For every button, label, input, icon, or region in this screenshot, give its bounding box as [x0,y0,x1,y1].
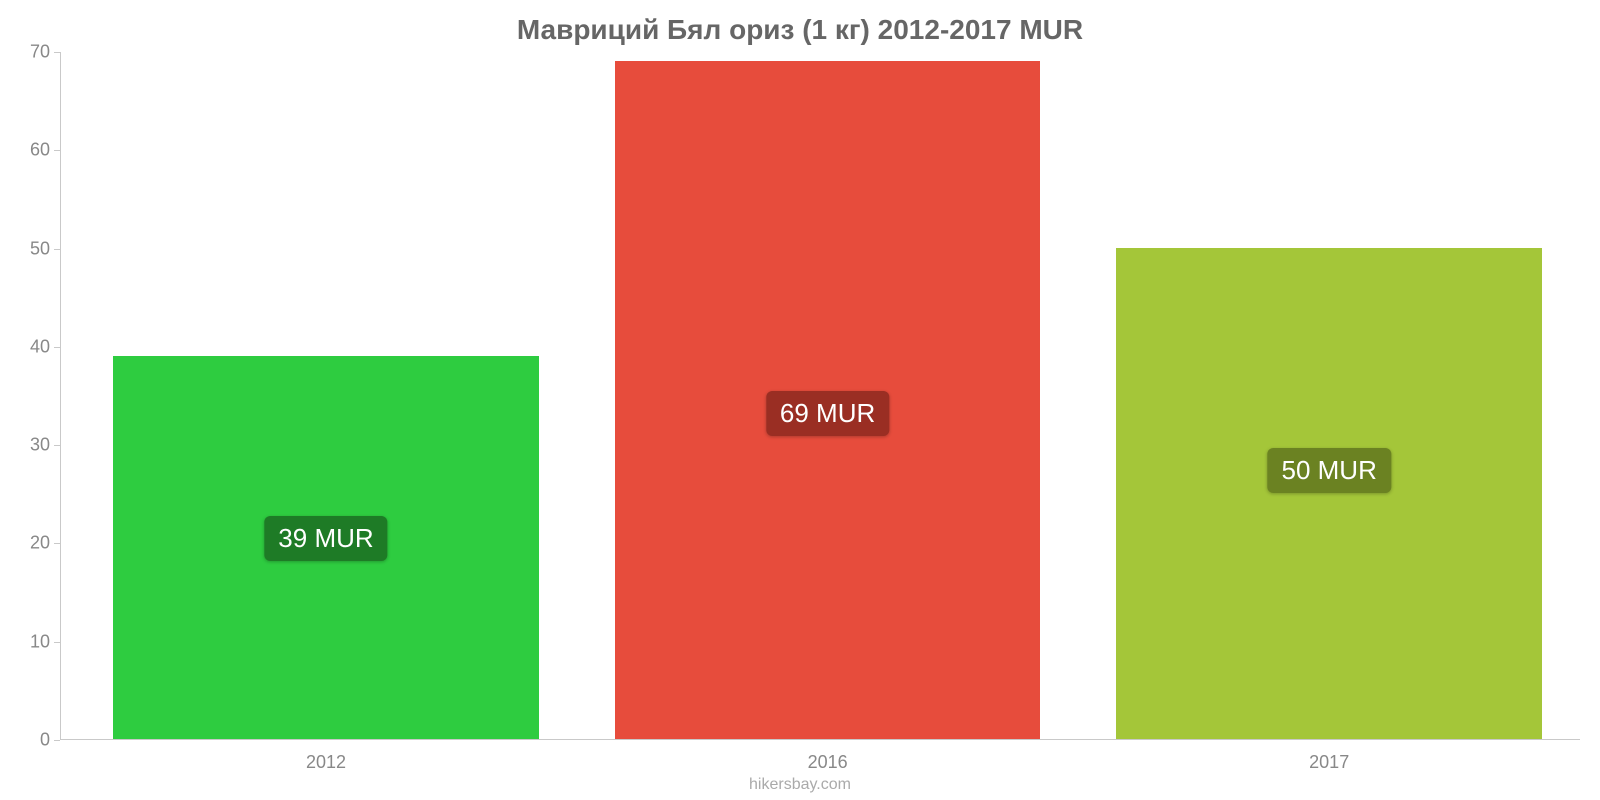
y-tick-mark [54,642,60,643]
y-tick-label: 0 [40,730,50,751]
plot-area: 39 MUR69 MUR50 MUR 010203040506070201220… [60,52,1580,740]
y-tick-label: 40 [30,336,50,357]
chart-bar: 50 MUR [1116,248,1542,739]
chart-bar: 39 MUR [113,356,539,739]
chart-title: Мавриций Бял ориз (1 кг) 2012-2017 MUR [0,14,1600,46]
y-tick-label: 10 [30,631,50,652]
x-tick-label: 2016 [808,752,848,773]
y-tick-mark [54,150,60,151]
chart-container: Мавриций Бял ориз (1 кг) 2012-2017 MUR 3… [0,0,1600,800]
y-tick-mark [54,52,60,53]
y-tick-label: 50 [30,238,50,259]
y-tick-mark [54,740,60,741]
bar-value-badge: 69 MUR [766,391,889,436]
x-tick-label: 2017 [1309,752,1349,773]
y-tick-mark [54,347,60,348]
credit-text: hikersbay.com [0,776,1600,794]
x-tick-label: 2012 [306,752,346,773]
y-tick-label: 70 [30,42,50,63]
bar-value-badge: 50 MUR [1268,448,1391,493]
y-tick-mark [54,445,60,446]
y-tick-label: 30 [30,435,50,456]
y-tick-label: 60 [30,140,50,161]
bars-layer: 39 MUR 69 MUR 50 MUR [60,52,1580,740]
bar-value-badge: 39 MUR [264,516,387,561]
y-tick-mark [54,543,60,544]
chart-bar: 69 MUR [615,61,1041,739]
y-tick-label: 20 [30,533,50,554]
y-tick-mark [54,249,60,250]
